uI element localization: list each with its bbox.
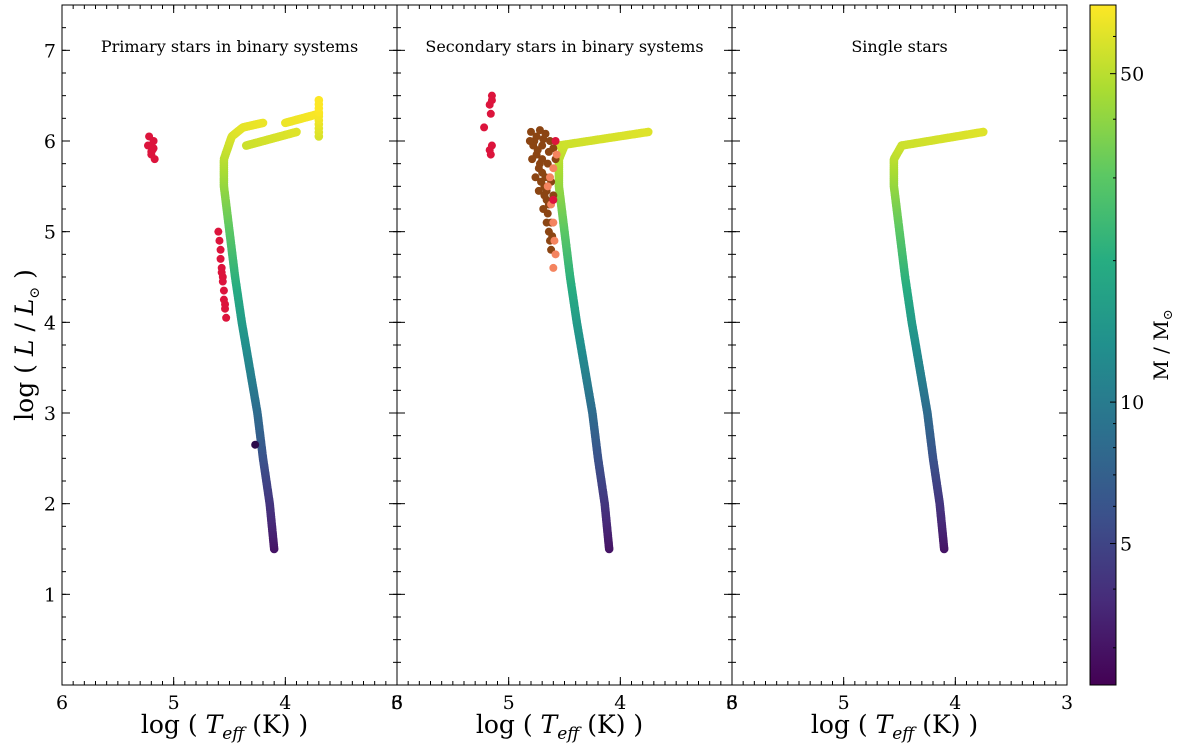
y-tick-label: 7 [44, 40, 56, 62]
salmon-point [552, 150, 561, 159]
track-point [292, 127, 301, 137]
red-point [215, 236, 224, 245]
red-point [222, 313, 231, 322]
track-point [643, 127, 653, 137]
brown-point [539, 205, 548, 213]
brown-point [545, 137, 554, 145]
x-tick-label: 3 [391, 692, 403, 714]
red-point [218, 277, 227, 286]
x-axis-label: log ( Teff (K) ) [476, 710, 643, 744]
x-tick-label: 5 [168, 692, 180, 714]
panel-frame [396, 4, 733, 686]
x-tick-label: 6 [56, 692, 68, 714]
salmon-point [543, 182, 552, 191]
red-point [480, 123, 489, 132]
track-point [978, 127, 988, 137]
brown-point [532, 132, 541, 141]
brown-point [531, 173, 540, 182]
y-tick-label: 1 [44, 584, 56, 606]
panel-frame [731, 4, 1068, 686]
brown-point [525, 137, 534, 145]
colorbar-label: M / M⊙ [1149, 309, 1176, 380]
panel-3: 6 5 4 3 Single stars log ( Teff (K) ) [726, 4, 1073, 744]
salmon-point [549, 218, 558, 227]
red-point [486, 150, 495, 159]
red-point [149, 144, 158, 153]
x-axis-label: log ( Teff (K) ) [811, 710, 978, 744]
red-point [551, 137, 560, 145]
y-tick-label: 6 [44, 131, 56, 153]
salmon-point [551, 250, 560, 259]
salmon-point [549, 164, 558, 173]
dark-point [251, 440, 260, 449]
x-tick-label: 3 [726, 692, 738, 714]
salmon-point [545, 173, 554, 182]
colorbar-tick-label: 50 [1120, 64, 1144, 86]
panel-title: Secondary stars in binary systems [425, 37, 703, 56]
red-point [214, 227, 223, 236]
red-point [150, 155, 159, 164]
red-point [216, 254, 225, 263]
y-axis-label: log ( L / L⊙ ) [10, 269, 43, 421]
x-tick-label: 4 [614, 692, 626, 714]
red-point [219, 286, 228, 295]
track-point [258, 118, 268, 128]
red-point [549, 195, 558, 204]
y-tick-label: 5 [44, 222, 56, 244]
brown-point [538, 155, 547, 164]
x-tick-label: 4 [949, 692, 961, 714]
y-tick-label: 4 [44, 312, 56, 334]
x-tick-label: 4 [279, 692, 291, 714]
salmon-point [550, 236, 559, 245]
brown-point [537, 177, 546, 186]
panel-2: 6 5 4 3 Secondary stars in binary systems log… [391, 4, 738, 744]
svg-text:log ( L / L⊙ ): log ( L / L⊙ ) [10, 269, 43, 421]
red-point [487, 96, 496, 105]
brown-point [538, 141, 547, 150]
x-tick-label: 3 [1061, 692, 1073, 714]
red-point [149, 137, 158, 145]
brown-point [528, 155, 537, 164]
red-point [219, 295, 228, 304]
brown-point [543, 159, 552, 168]
brown-point [534, 186, 543, 195]
colorbar-ticks: 5 10 50 [1110, 35, 1144, 649]
x-axis-label: log ( Teff (K) ) [141, 710, 308, 744]
panels-group: 6 5 4 3 1 2 3 4 5 6 7 Primary stars in binary syste… [44, 4, 1073, 744]
panel-title: Single stars [851, 37, 947, 56]
x-tick-label: 6 [726, 692, 738, 714]
x-tick-label: 5 [838, 692, 850, 714]
colorbar: 5 10 50 M / M⊙ [1089, 4, 1176, 686]
salmon-point [549, 263, 558, 272]
red-point [216, 245, 225, 254]
colorbar-tick-label: 5 [1120, 534, 1132, 556]
brown-point [527, 127, 535, 136]
red-point [221, 304, 230, 313]
panel-title: Primary stars in binary systems [101, 37, 358, 56]
x-tick-label: 6 [391, 692, 403, 714]
colorbar-tick-label: 10 [1120, 392, 1144, 414]
red-point [217, 268, 226, 277]
x-tick-label: 5 [503, 692, 515, 714]
track-point [314, 95, 324, 105]
y-tick-label: 2 [44, 494, 56, 516]
y-tick-label: 3 [44, 403, 56, 425]
colorbar-gradient [1089, 4, 1117, 686]
brown-point [542, 218, 551, 227]
brown-point [534, 164, 543, 173]
brown-point [541, 129, 550, 138]
red-point [486, 109, 495, 118]
panel-frame [61, 4, 398, 686]
panel-1: 6 5 4 3 1 2 3 4 5 6 7 Primary stars in binary syste… [44, 4, 403, 744]
brown-point [540, 191, 549, 200]
brown-point [544, 147, 553, 156]
